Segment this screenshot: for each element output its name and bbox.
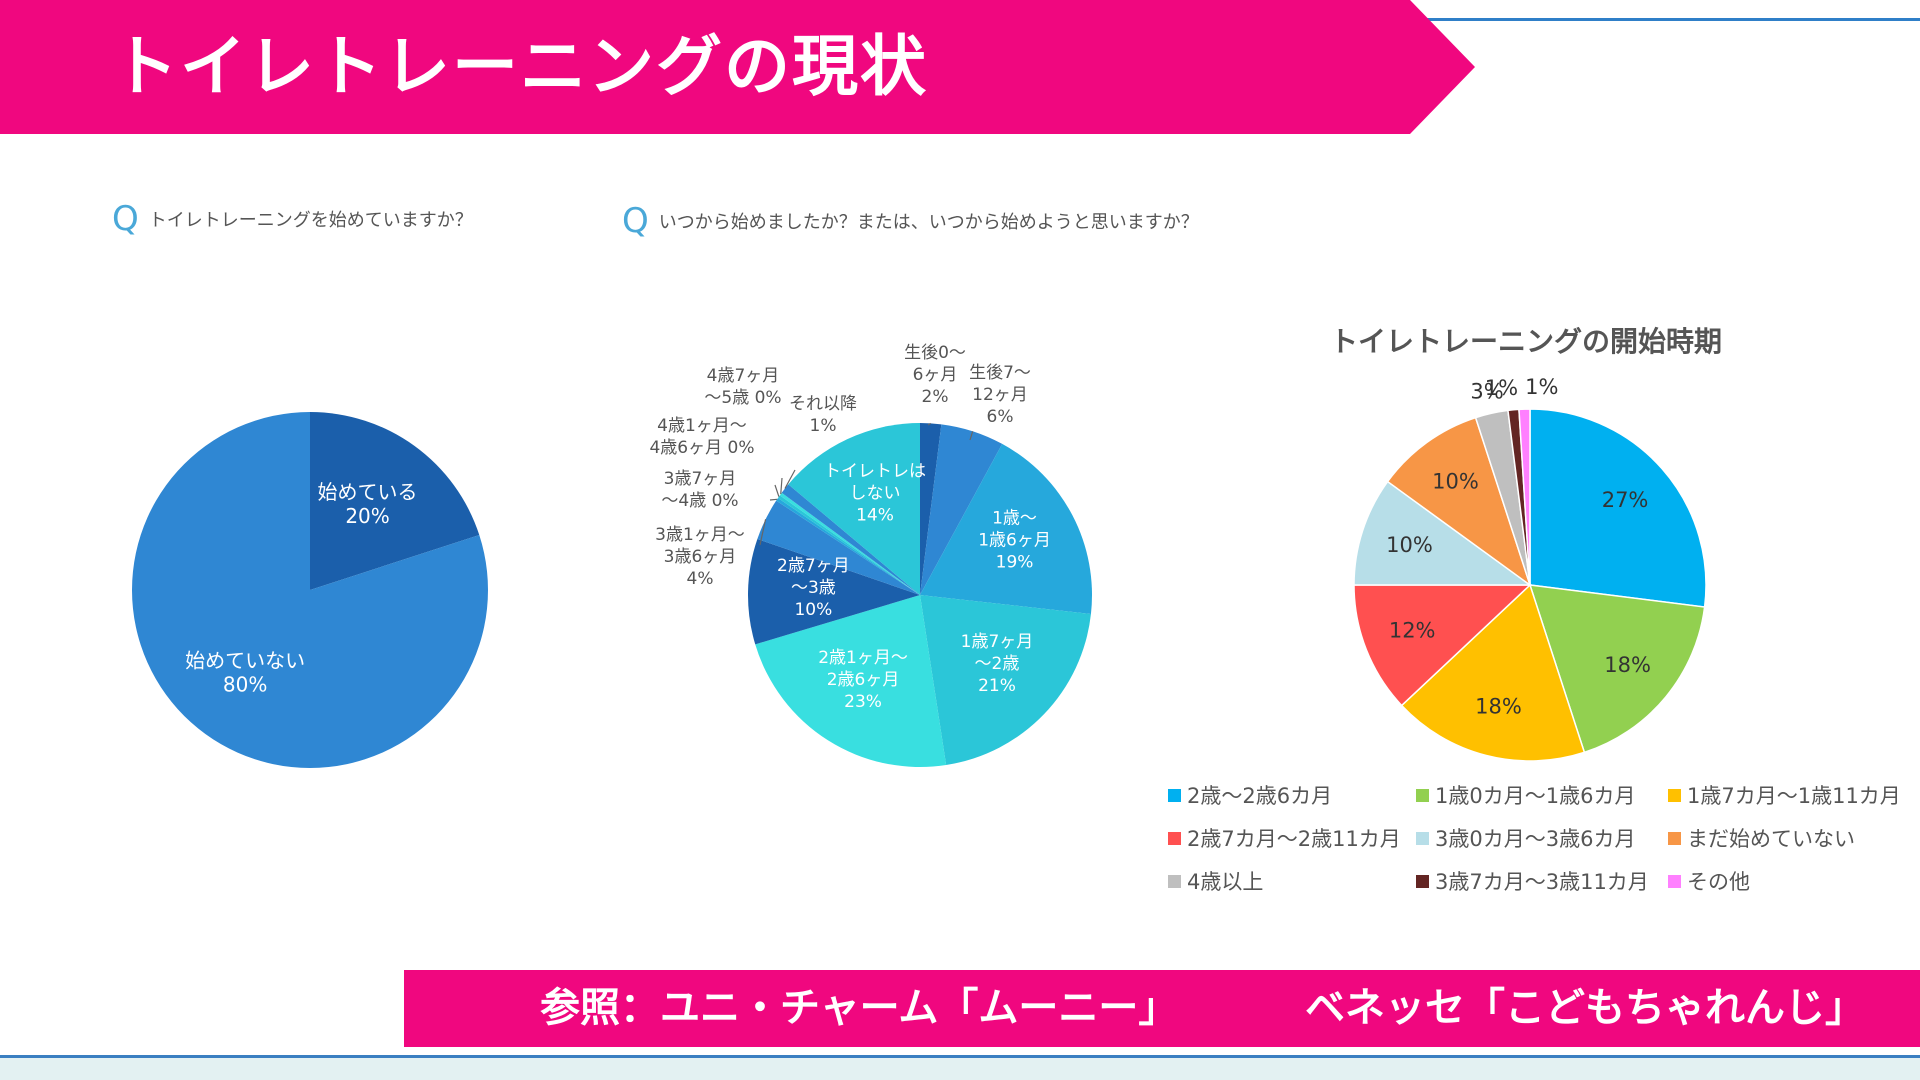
question-2-text: いつから始めましたか？または、いつから始めようと思いますか？ — [658, 212, 1199, 233]
slice-label: 始めていない 80% — [185, 648, 305, 696]
title-banner — [0, 0, 1475, 134]
legend-swatch — [1416, 831, 1429, 845]
pie-slice — [1400, 583, 1586, 762]
question-1-text: トイレトレーニングを始めていますか？ — [148, 210, 473, 231]
legend-swatch — [1668, 831, 1681, 845]
bottom-band — [0, 1058, 1920, 1080]
legend-swatch — [1668, 788, 1681, 802]
pie-slice — [779, 492, 920, 595]
legend-item: 3歳0カ月〜3歳6カ月 — [1416, 823, 1635, 853]
legend-swatch — [1668, 874, 1681, 888]
slice-value-label: 18% — [1604, 653, 1651, 677]
leader-line — [969, 431, 974, 441]
pie-slice — [131, 412, 488, 768]
pie-slice — [920, 424, 1003, 595]
legend-item: 2歳7カ月〜2歳11カ月 — [1168, 823, 1401, 853]
pie-slice — [776, 497, 920, 595]
slice-label: 3歳7ヶ月〜4歳 0% — [661, 469, 738, 511]
legend-label: 1歳7カ月〜1歳11カ月 — [1687, 784, 1901, 808]
pie-slice — [755, 595, 947, 767]
legend-item: 1歳0カ月〜1歳6カ月 — [1416, 780, 1635, 810]
slice-label: 始めている 20% — [318, 480, 418, 528]
leader-line — [780, 477, 783, 495]
legend-item: 4歳以上 — [1168, 866, 1263, 896]
pie-chart-started: 始めている 20% 始めていない 80% — [131, 412, 488, 768]
q-icon: Q — [622, 201, 649, 241]
legend-label: 3歳7カ月〜3歳11カ月 — [1435, 870, 1649, 894]
pie-slice — [1353, 584, 1532, 707]
legend-swatch — [1168, 831, 1181, 845]
slice-value-label: 1% — [1525, 375, 1558, 399]
legend-label: 2歳〜2歳6カ月 — [1187, 784, 1333, 808]
legend-swatch — [1168, 874, 1181, 888]
slice-label: 2歳7ヶ月〜3歳 10% — [777, 556, 850, 620]
slice-value-label: 27% — [1602, 488, 1649, 512]
legend-label: 1歳0カ月〜1歳6カ月 — [1435, 784, 1636, 808]
legend-item: その他 — [1668, 866, 1750, 896]
top-rule — [1400, 18, 1920, 21]
slice-label: それ以降 1% — [789, 394, 857, 436]
leader-line — [927, 422, 932, 426]
pie-slice — [1529, 408, 1707, 608]
pie-slice — [757, 500, 920, 595]
slice-label: トイレトレはしない 14% — [824, 461, 926, 525]
legend-label: 3歳0カ月〜3歳6カ月 — [1435, 827, 1636, 851]
pie-slice — [1528, 584, 1706, 754]
pie-slice — [920, 595, 1091, 766]
q-icon: Q — [112, 199, 139, 239]
slice-label: 4歳1ヶ月〜 4歳6ヶ月 0% — [649, 416, 754, 458]
slice-label: 4歳7ヶ月〜5歳 0% — [704, 366, 781, 408]
legend-item: 3歳7カ月〜3歳11カ月 — [1416, 866, 1649, 896]
source-benesse: ベネッセ「こどもちゃれんじ」 — [1305, 985, 1865, 1031]
legend-label: まだ始めていない — [1687, 827, 1855, 851]
legend-item: まだ始めていない — [1668, 823, 1855, 853]
pie-slice — [777, 495, 920, 595]
slice-label: 生後7〜 12ヶ月 6% — [969, 363, 1031, 427]
leader-line — [759, 519, 767, 546]
legend-item: 2歳〜2歳6カ月 — [1168, 780, 1332, 810]
legend-label: 2歳7カ月〜2歳11カ月 — [1187, 827, 1401, 851]
slice-value-label: 1% — [1485, 376, 1518, 400]
slice-label: 1歳7ヶ月〜2歳 21% — [961, 632, 1034, 696]
pie-slice — [1386, 416, 1532, 587]
question-2: Q いつから始めましたか？または、いつから始めようと思いますか？ — [622, 204, 1199, 238]
pie-slice — [788, 423, 920, 595]
pie-chart-start-period: 27%18%18%12%10%10%3%1% 1% — [1353, 375, 1707, 762]
slice-value-label: 18% — [1475, 695, 1522, 719]
slice-value-label: 10% — [1386, 533, 1433, 557]
pie-slice — [748, 539, 920, 645]
legend-label: 4歳以上 — [1187, 870, 1264, 894]
legend-swatch — [1416, 788, 1429, 802]
slice-label: 1歳〜 1歳6ヶ月 19% — [978, 509, 1051, 573]
pie-slice — [1353, 480, 1533, 586]
leader-line — [784, 469, 796, 489]
pie-slice — [1518, 408, 1531, 586]
pie-slice — [920, 423, 942, 595]
footer-bar — [404, 970, 1920, 1047]
legend-label: その他 — [1687, 870, 1750, 894]
legend-swatch — [1416, 874, 1429, 888]
chart-3-title: トイレトレーニングの開始時期 — [1330, 325, 1723, 358]
bottom-rule — [0, 1055, 1920, 1058]
leader-line — [769, 498, 778, 501]
slice-label: 3歳1ヶ月〜 3歳6ヶ月 4% — [655, 525, 745, 589]
pie-slice — [920, 443, 1092, 614]
leader-line — [774, 484, 780, 497]
slice-value-label: 12% — [1389, 619, 1436, 643]
slice-label: 生後0〜 6ヶ月 2% — [904, 343, 966, 407]
source-unicharm: 参照：ユニ・チャーム「ムーニー」 — [540, 985, 1179, 1031]
slice-label: 2歳1ヶ月〜 2歳6ヶ月 23% — [818, 648, 908, 712]
pie-slice — [310, 412, 480, 590]
page-title: トイレトレーニングの現状 — [112, 28, 928, 105]
pie-chart-start-time: 生後0〜 6ヶ月 2%生後7〜 12ヶ月 6% 1歳〜 1歳6ヶ月 19% 1歳7ヶ月〜2歳 21… — [649, 343, 1092, 767]
slice-value-label: 10% — [1432, 469, 1479, 493]
question-1: Q トイレトレーニングを始めていますか？ — [112, 202, 473, 236]
slice-value-label: 3% — [1470, 380, 1503, 404]
legend-item: 1歳7カ月〜1歳11カ月 — [1668, 780, 1901, 810]
pie-slice — [781, 484, 920, 595]
legend-swatch — [1168, 788, 1181, 802]
